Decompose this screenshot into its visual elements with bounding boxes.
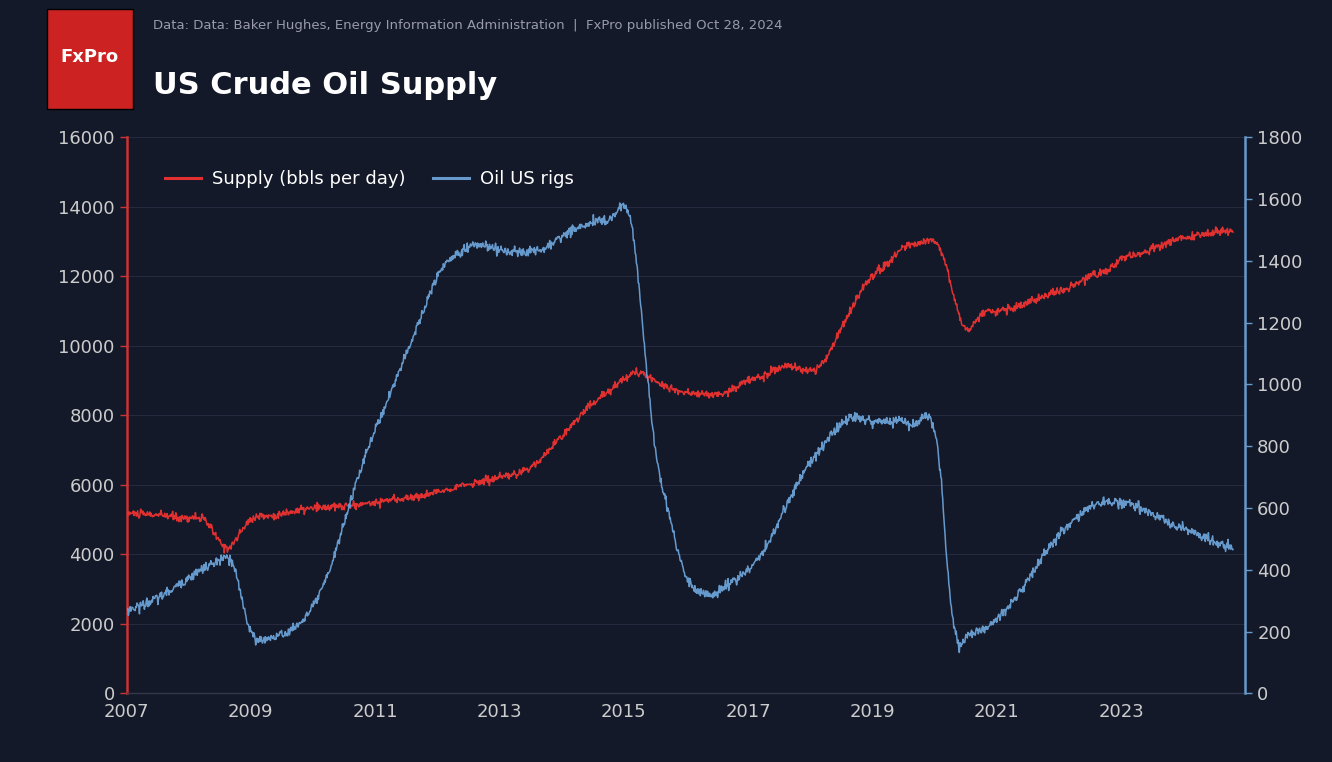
FancyBboxPatch shape — [47, 9, 133, 109]
Text: Data: Data: Baker Hughes, Energy Information Administration  |  FxPro published : Data: Data: Baker Hughes, Energy Informa… — [153, 20, 783, 33]
Text: FxPro: FxPro — [61, 48, 119, 66]
Text: US Crude Oil Supply: US Crude Oil Supply — [153, 71, 497, 100]
Legend: Supply (bbls per day), Oil US rigs: Supply (bbls per day), Oil US rigs — [159, 163, 581, 195]
